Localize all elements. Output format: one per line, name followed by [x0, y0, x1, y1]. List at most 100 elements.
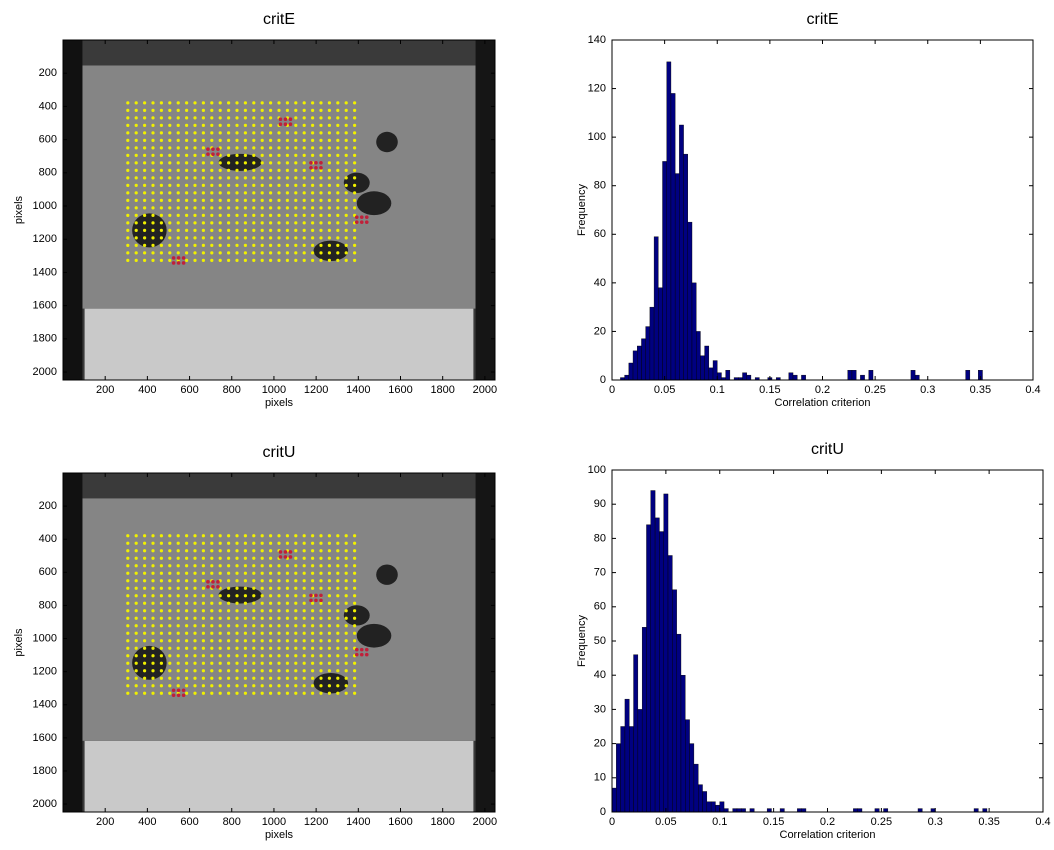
subset-dot	[243, 236, 247, 240]
subset-dot	[302, 579, 306, 583]
x-tick-label: 800	[223, 384, 241, 396]
subset-dot	[159, 549, 163, 553]
subset-dot	[336, 549, 340, 553]
subset-dot	[210, 198, 214, 202]
subset-dot	[218, 101, 222, 105]
subset-dot	[193, 646, 197, 650]
subset-dot	[319, 684, 323, 688]
subset-dot	[227, 176, 231, 180]
subset-dot	[302, 243, 306, 247]
subset-dot	[243, 586, 247, 590]
subset-dot	[193, 206, 197, 210]
subset-dot	[327, 661, 331, 665]
subset-dot	[319, 183, 323, 187]
subset-dot	[235, 676, 239, 680]
subset-dot	[134, 191, 138, 195]
subset-dot-bad	[181, 256, 186, 260]
subset-dot	[269, 191, 273, 195]
subset-dot	[193, 243, 197, 247]
subset-dot	[319, 168, 323, 172]
subset-dot	[252, 161, 256, 165]
subset-dot	[168, 198, 172, 202]
subset-dot	[227, 243, 231, 247]
subset-dot	[193, 534, 197, 538]
subset-dot	[302, 206, 306, 210]
subset-dot	[134, 691, 138, 695]
subset-dot-bad	[211, 147, 215, 151]
subset-dot	[285, 691, 289, 695]
subset-dot	[302, 258, 306, 262]
subset-dot	[151, 564, 155, 568]
subset-dot	[294, 228, 298, 232]
subset-dot	[327, 228, 331, 232]
subset-dot	[252, 609, 256, 613]
subset-dot	[344, 534, 348, 538]
subset-dot	[294, 123, 298, 127]
subset-dot	[294, 639, 298, 643]
subset-dot	[252, 571, 256, 575]
subset-dot-bad	[364, 220, 369, 224]
subset-dot	[336, 116, 340, 120]
subset-dot	[168, 168, 172, 172]
subset-dot	[319, 669, 323, 673]
histogram-bar	[982, 808, 988, 813]
subset-dot-bad	[216, 147, 220, 151]
subset-dot	[277, 243, 281, 247]
subset-dot	[168, 213, 172, 217]
subset-dot	[151, 213, 155, 217]
subset-dot	[260, 131, 264, 135]
subset-grid	[126, 101, 369, 265]
subset-dot	[252, 676, 256, 680]
subset-dot	[243, 191, 247, 195]
subset-dot	[327, 616, 331, 620]
subset-dot	[193, 594, 197, 598]
subset-dot	[344, 541, 348, 545]
subset-dot	[151, 243, 155, 247]
subset-dot	[151, 571, 155, 575]
subset-dot	[260, 541, 264, 545]
subset-dot	[126, 138, 130, 142]
subset-dot	[336, 684, 340, 688]
subset-dot	[210, 684, 214, 688]
subset-dot	[319, 153, 323, 157]
subset-dot	[176, 639, 180, 643]
subset-dot	[210, 258, 214, 262]
subset-dot	[336, 586, 340, 590]
subset-dot	[185, 646, 189, 650]
subset-dot	[176, 131, 180, 135]
subset-dot	[126, 251, 130, 255]
subset-dot	[353, 138, 357, 142]
x-tick-label: 1600	[388, 816, 412, 828]
subset-dot	[243, 183, 247, 187]
subset-dot	[143, 541, 147, 545]
subset-dot	[134, 228, 138, 232]
subset-dot	[277, 639, 281, 643]
subset-dot	[336, 534, 340, 538]
subset-dot	[260, 654, 264, 658]
histogram-bar	[801, 808, 807, 813]
subset-dot	[193, 676, 197, 680]
subset-dot	[336, 131, 340, 135]
subset-dot	[193, 101, 197, 105]
subset-dot	[151, 669, 155, 673]
y-tick-label: 100	[588, 464, 606, 476]
subset-dot	[218, 609, 222, 613]
subset-dot	[302, 108, 306, 112]
subset-dot	[134, 534, 138, 538]
subset-dot	[277, 601, 281, 605]
subset-dot	[319, 176, 323, 180]
histogram-bar	[693, 763, 699, 813]
subset-dot	[235, 191, 239, 195]
x-tick-label: 0.1	[710, 384, 725, 396]
subset-dot	[185, 146, 189, 150]
x-tick-label: 0.15	[759, 384, 780, 396]
subset-dot	[336, 654, 340, 658]
subset-dot	[185, 586, 189, 590]
subset-dot	[185, 153, 189, 157]
subset-dot	[277, 579, 281, 583]
subset-dot	[143, 176, 147, 180]
subset-dot	[269, 534, 273, 538]
subset-dot	[294, 571, 298, 575]
subset-dot-bad	[288, 555, 293, 559]
subset-dot	[134, 153, 138, 157]
